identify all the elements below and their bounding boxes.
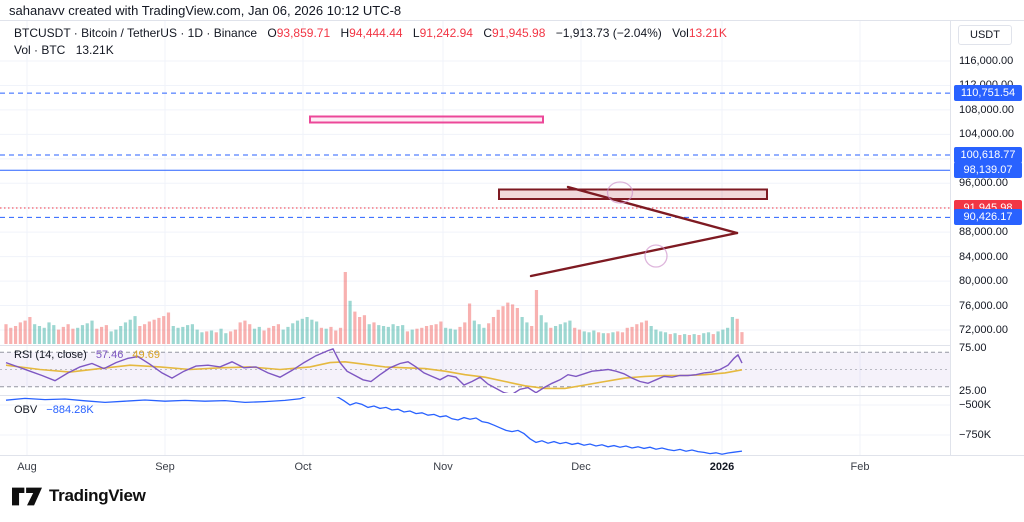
interval-label[interactable]: 1D — [187, 26, 203, 40]
rsi-value: 57.46 — [95, 349, 124, 361]
price-tick-label: 116,000.00 — [959, 55, 1014, 67]
high-value: 94,444.44 — [349, 26, 403, 40]
rsi-legend: RSI (14, close) 57.46 49.69 — [14, 349, 160, 361]
alert-price-badge: 100,618.77 — [954, 147, 1022, 164]
open-value: 93,859.71 — [276, 26, 331, 40]
currency-label[interactable]: USDT — [958, 25, 1012, 45]
separator: · — [73, 26, 78, 40]
time-axis[interactable]: Aug Sep Oct Nov Dec 2026 Feb — [0, 455, 1024, 478]
obv-tick-label: −500K — [959, 399, 992, 411]
time-tick-label: Oct — [294, 461, 312, 473]
rsi-tick-label: 75.00 — [959, 342, 987, 354]
price-tick-label: 84,000.00 — [959, 250, 1008, 263]
price-axis[interactable]: USDT 116,000.00112,000.00108,000.00104,0… — [950, 20, 1024, 455]
price-tick-label: 108,000.00 — [959, 103, 1015, 116]
symbol-description: Bitcoin / TetherUS — [81, 26, 177, 40]
high-key: H — [340, 26, 350, 40]
obv-tick-label: −750K — [959, 429, 992, 441]
separator: · — [180, 26, 185, 40]
exchange-label: Binance — [213, 26, 258, 40]
price-tick-label: 72,000.00 — [959, 323, 1008, 336]
price-tick-label: 96,000.00 — [959, 177, 1008, 190]
rsi-ma-value: 49.69 — [132, 349, 160, 361]
low-value: 91,242.94 — [419, 26, 473, 40]
volume-indicator-title[interactable]: Vol · BTC — [14, 43, 66, 57]
alert-price-badge: 90,426.17 — [954, 209, 1022, 226]
chart-canvas[interactable] — [0, 20, 950, 455]
alert-price-badge: 98,139.07 — [954, 162, 1022, 179]
time-tick-label: Feb — [850, 461, 870, 473]
symbol-title[interactable]: BTCUSDT — [14, 26, 71, 40]
time-tick-label: Nov — [433, 461, 453, 473]
rsi-tick-label: 25.00 — [959, 385, 987, 397]
price-tick-label: 80,000.00 — [959, 275, 1008, 288]
tradingview-logo-text: TradingView — [49, 486, 146, 505]
rsi-indicator-title[interactable]: RSI (14, close) — [14, 349, 87, 361]
alert-price-badge: 110,751.54 — [954, 85, 1022, 102]
price-tick-label: 104,000.00 — [959, 128, 1015, 141]
obv-legend: OBV −884.28K — [14, 404, 94, 416]
close-value: 91,945.98 — [491, 26, 546, 40]
vol-key: Vol — [672, 26, 689, 40]
open-key: O — [267, 26, 277, 40]
low-key: L — [412, 26, 420, 40]
time-tick-label: Sep — [155, 461, 175, 473]
separator: · — [206, 26, 211, 40]
time-tick-label: Dec — [571, 461, 591, 473]
price-tick-label: 88,000.00 — [959, 226, 1008, 239]
vol-value: 13.21K — [688, 26, 727, 40]
obv-value: −884.28K — [46, 404, 94, 416]
volume-legend: Vol · BTC 13.21K — [14, 43, 114, 57]
close-key: C — [483, 26, 492, 40]
price-tick-label: 76,000.00 — [959, 299, 1008, 312]
footer-logo[interactable]: TradingView — [12, 486, 146, 506]
obv-indicator-title[interactable]: OBV — [14, 404, 38, 416]
attribution-text: sahanavv created with TradingView.com, J… — [9, 3, 402, 18]
volume-indicator-value: 13.21K — [75, 43, 114, 57]
tradingview-logo-icon — [12, 487, 42, 505]
change-value: −1,913.73 (−2.04%) — [555, 26, 662, 40]
chart-top-border — [0, 20, 1024, 21]
time-tick-label: 2026 — [709, 461, 735, 473]
symbol-legend: BTCUSDT · Bitcoin / TetherUS · 1D · Bina… — [14, 26, 727, 40]
chart-widget: BTCUSDT · Bitcoin / TetherUS · 1D · Bina… — [0, 20, 1024, 478]
time-tick-label: Aug — [17, 461, 37, 473]
